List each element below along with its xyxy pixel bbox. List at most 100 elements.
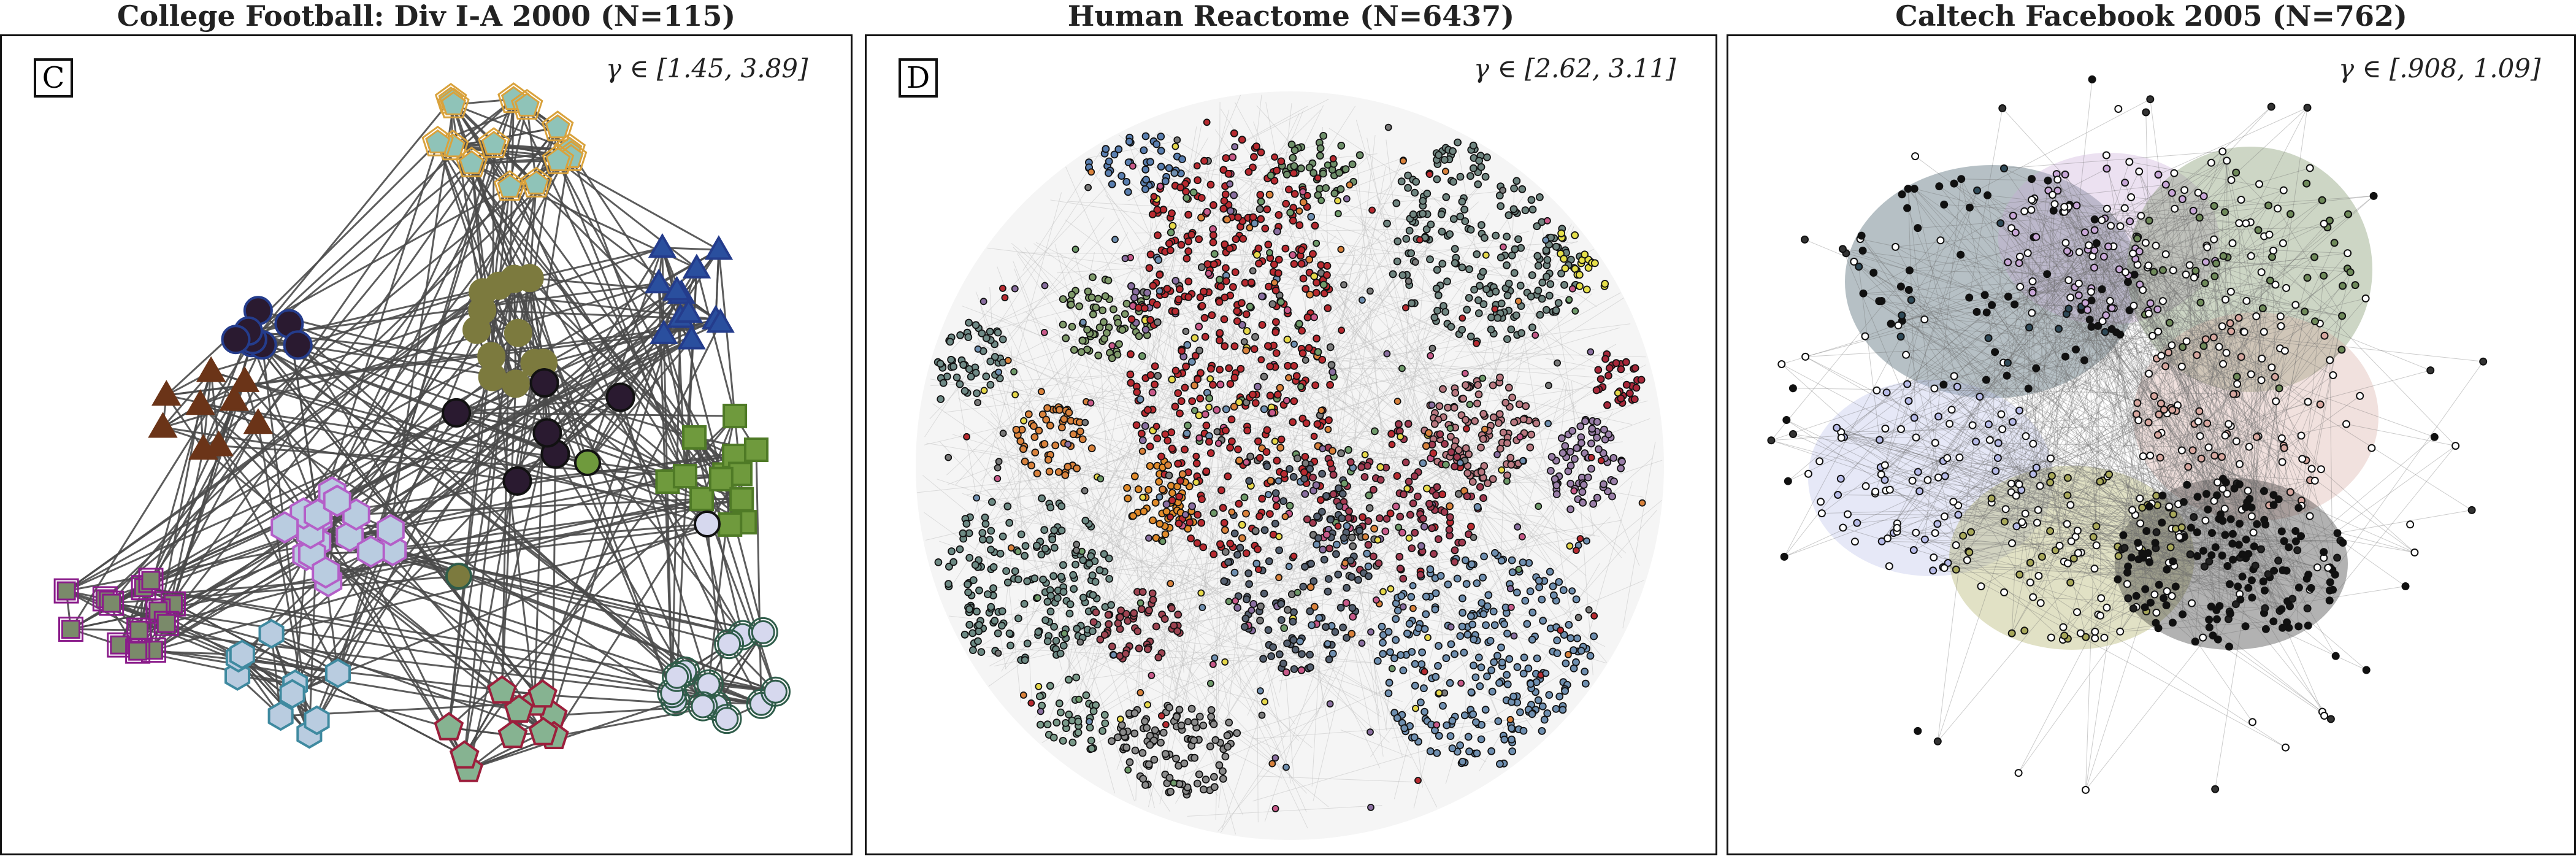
network-edge	[2006, 375, 2147, 531]
network-edge	[104, 156, 572, 599]
network-edge	[2058, 328, 2237, 395]
network-edge	[2198, 192, 2264, 237]
network-node	[1409, 210, 1417, 218]
network-node	[2009, 212, 2017, 220]
network-node	[696, 672, 721, 696]
network-node	[1349, 612, 1357, 621]
network-node	[1101, 719, 1110, 728]
network-node	[1219, 204, 1228, 213]
network-node	[1519, 415, 1528, 423]
network-node	[1499, 428, 1508, 437]
network-edge	[1188, 105, 1324, 386]
network-edge	[331, 99, 515, 493]
network-node	[1124, 766, 1132, 774]
network-node	[1230, 568, 1239, 577]
network-edge	[1148, 337, 1260, 807]
network-node	[648, 233, 677, 258]
network-edge	[470, 163, 704, 707]
network-node	[1609, 454, 1618, 462]
network-node	[1365, 572, 1373, 580]
network-node	[156, 614, 176, 633]
network-node-ring	[455, 146, 488, 177]
network-node	[1465, 747, 1473, 756]
network-edge	[1264, 320, 1433, 822]
network-node	[1528, 608, 1537, 617]
network-node	[1381, 527, 1390, 536]
network-edge	[2214, 196, 2374, 338]
network-node	[691, 694, 715, 718]
network-node	[1161, 750, 1170, 758]
network-node	[1481, 425, 1489, 433]
network-node	[1181, 445, 1189, 454]
network-node	[1195, 235, 1203, 244]
network-edge	[2033, 179, 2058, 444]
panel-reactome: D γ ∈ [2.62, 3.11]	[865, 34, 1717, 855]
network-node	[672, 464, 697, 489]
network-node	[1209, 201, 1217, 209]
network-node	[1243, 458, 1250, 466]
network-node	[1582, 285, 1591, 294]
network-node	[1442, 193, 1451, 201]
network-node	[1141, 717, 1149, 725]
network-node	[1405, 477, 1413, 486]
network-node	[1037, 388, 1045, 396]
network-node	[1167, 604, 1176, 612]
network-node	[1362, 533, 1370, 541]
network-node	[1505, 279, 1513, 288]
network-node	[677, 325, 706, 350]
network-node	[1319, 445, 1327, 453]
network-node	[1275, 477, 1282, 485]
network-node	[1202, 776, 1210, 784]
network-node	[1418, 648, 1426, 657]
network-node	[1536, 310, 1544, 319]
network-edge	[2094, 210, 2194, 268]
network-node	[945, 563, 953, 571]
network-node	[1140, 507, 1148, 515]
network-node	[1215, 761, 1224, 769]
network-node	[1191, 407, 1198, 414]
network-edge	[2004, 151, 2223, 169]
network-node	[1149, 282, 1157, 290]
network-node	[1432, 284, 1441, 293]
network-node	[978, 535, 987, 544]
network-node	[968, 629, 977, 638]
network-edge	[1099, 349, 1115, 576]
network-node	[1094, 351, 1103, 360]
network-edge	[1284, 350, 1324, 706]
network-node	[1196, 293, 1205, 302]
network-node	[2061, 239, 2070, 247]
network-node	[1289, 153, 1297, 162]
network-node	[1114, 318, 1122, 327]
network-node	[1150, 193, 1158, 201]
network-node	[1447, 433, 1455, 441]
network-node	[1358, 639, 1366, 647]
network-node	[1059, 320, 1067, 329]
network-node	[1216, 329, 1224, 337]
network-node	[1299, 582, 1308, 591]
network-node	[1207, 706, 1216, 714]
network-edge	[2139, 339, 2206, 547]
network-node	[1301, 356, 1309, 364]
network-node	[1343, 634, 1351, 642]
network-node	[708, 466, 734, 491]
network-node	[1262, 448, 1271, 456]
network-node	[1576, 535, 1584, 542]
network-node	[1501, 398, 1510, 407]
network-node	[960, 387, 969, 395]
network-edge	[2217, 348, 2280, 620]
network-node	[1046, 682, 1054, 690]
network-node	[1216, 366, 1224, 374]
network-node	[1297, 164, 1305, 172]
network-node	[1546, 568, 1554, 576]
network-node	[1222, 264, 1230, 272]
network-edge	[389, 104, 454, 531]
network-node	[1238, 520, 1246, 529]
network-edge	[1170, 342, 1392, 586]
network-node	[2028, 196, 2036, 204]
network-node	[2050, 200, 2059, 209]
network-edge	[1998, 214, 2291, 444]
network-node	[1172, 754, 1180, 763]
network-node	[1558, 706, 1567, 714]
network-node	[1519, 457, 1527, 464]
network-node	[1313, 334, 1321, 343]
